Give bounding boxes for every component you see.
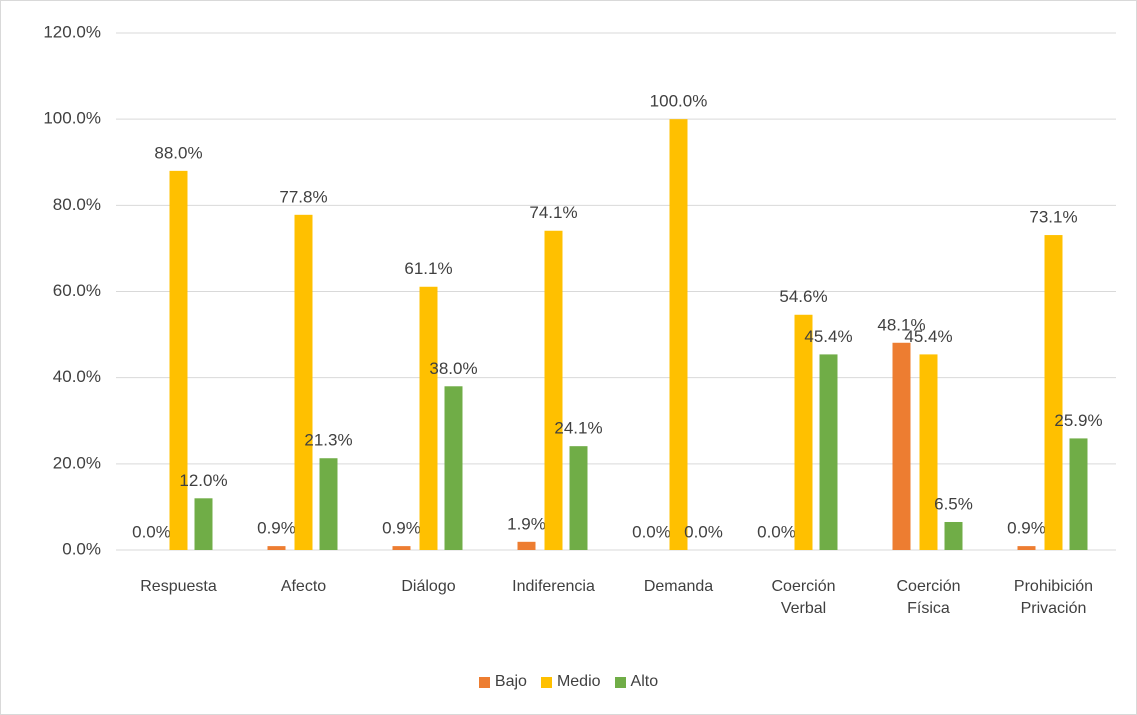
y-tick-label: 80.0% bbox=[53, 195, 101, 214]
bar bbox=[669, 119, 688, 551]
data-label: 25.9% bbox=[1054, 411, 1102, 430]
bar bbox=[444, 386, 463, 550]
x-tick-label: Diálogo bbox=[401, 578, 456, 595]
y-tick-label: 0.0% bbox=[62, 539, 101, 558]
data-label: 38.0% bbox=[429, 359, 477, 378]
bar bbox=[517, 541, 536, 550]
data-label: 0.0% bbox=[132, 522, 171, 541]
legend-label: Bajo bbox=[494, 673, 527, 690]
data-label: 12.0% bbox=[179, 471, 227, 490]
bar bbox=[267, 546, 286, 550]
data-label: 21.3% bbox=[304, 431, 352, 450]
y-tick-label: 60.0% bbox=[53, 281, 101, 300]
data-label: 0.9% bbox=[1007, 519, 1046, 538]
bar bbox=[544, 230, 563, 550]
bar bbox=[794, 314, 813, 550]
bar bbox=[919, 354, 938, 550]
bar bbox=[819, 354, 838, 550]
legend-item: Alto bbox=[614, 673, 659, 691]
x-tick-label: Prohibición Privación bbox=[1013, 578, 1094, 617]
bar bbox=[419, 286, 438, 550]
legend-swatch bbox=[614, 676, 626, 688]
data-label: 0.9% bbox=[257, 519, 296, 538]
data-label: 48.1% bbox=[877, 315, 925, 334]
legend-label: Medio bbox=[556, 673, 601, 690]
bar bbox=[319, 458, 338, 550]
data-label: 45.4% bbox=[904, 327, 952, 346]
data-label: 0.0% bbox=[684, 522, 723, 541]
x-tick-label: Coerción Verbal bbox=[771, 578, 836, 617]
x-tick-label: Demanda bbox=[643, 578, 714, 595]
data-label: 24.1% bbox=[554, 419, 602, 438]
bar bbox=[1044, 235, 1063, 550]
bar bbox=[294, 214, 313, 551]
y-tick-label: 20.0% bbox=[53, 453, 101, 472]
legend-item: Medio bbox=[540, 673, 601, 691]
data-label: 100.0% bbox=[650, 92, 708, 111]
x-tick-label: Afecto bbox=[280, 578, 327, 595]
bar bbox=[392, 546, 411, 550]
x-tick-label: Indiferencia bbox=[512, 578, 595, 595]
data-label: 77.8% bbox=[279, 187, 327, 206]
legend-item: Bajo bbox=[478, 673, 527, 691]
data-label: 61.1% bbox=[404, 259, 452, 278]
bar bbox=[1017, 546, 1036, 550]
bar bbox=[944, 521, 963, 550]
x-tick-label: Respuesta bbox=[140, 578, 217, 595]
y-tick-label: 100.0% bbox=[43, 109, 101, 128]
y-tick-label: 120.0% bbox=[43, 22, 101, 41]
bar bbox=[169, 170, 188, 550]
data-label: 0.0% bbox=[632, 522, 671, 541]
data-label: 0.0% bbox=[757, 522, 796, 541]
y-tick-label: 40.0% bbox=[53, 367, 101, 386]
data-label: 54.6% bbox=[779, 287, 827, 306]
legend-swatch bbox=[540, 676, 552, 688]
data-label: 6.5% bbox=[934, 494, 973, 513]
legend-swatch bbox=[478, 676, 490, 688]
bar bbox=[194, 498, 213, 550]
legend: Bajo Medio Alto bbox=[1, 673, 1136, 691]
data-label: 1.9% bbox=[507, 514, 546, 533]
legend-label: Alto bbox=[630, 673, 659, 690]
data-label: 45.4% bbox=[804, 327, 852, 346]
bar bbox=[1069, 438, 1088, 550]
data-label: 74.1% bbox=[529, 203, 577, 222]
bar bbox=[569, 446, 588, 550]
data-label: 88.0% bbox=[154, 143, 202, 162]
bar bbox=[892, 342, 911, 550]
x-tick-label: Coerción Física bbox=[896, 578, 961, 617]
data-label: 73.1% bbox=[1029, 208, 1077, 227]
data-label: 0.9% bbox=[382, 519, 421, 538]
